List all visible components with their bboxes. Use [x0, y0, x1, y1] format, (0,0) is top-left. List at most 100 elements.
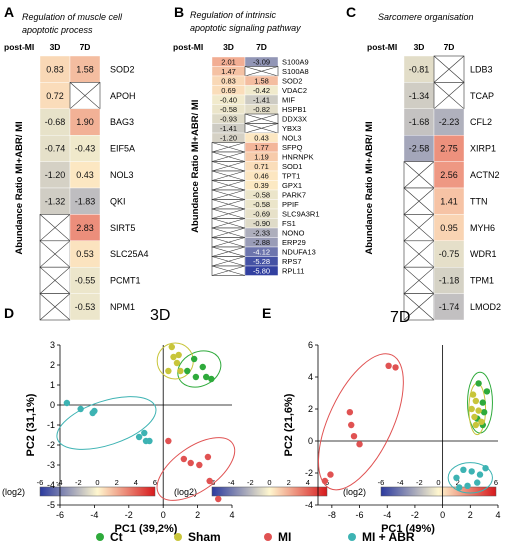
column-header: 3D [50, 42, 61, 52]
empty-cell-cross [69, 82, 101, 110]
heatmap-cell [403, 55, 435, 83]
heatmap-cell [403, 108, 435, 136]
data-point-mi-abr [146, 437, 153, 445]
colorbar-tick: -6 [378, 478, 385, 487]
data-point-sham [170, 353, 177, 361]
y-tick-label: 2 [308, 404, 313, 414]
colorbar-label: (log2) [343, 487, 366, 497]
data-point-mi [196, 461, 203, 469]
cell-value: -2.58 [409, 144, 430, 154]
cell-value: -0.75 [439, 249, 460, 259]
cell-value: -1.18 [439, 276, 460, 286]
gene-label: VDAC2 [282, 86, 307, 95]
cell-value: -1.41 [253, 95, 270, 104]
cell-value: -1.20 [45, 170, 66, 180]
cell-value: 2.01 [221, 57, 236, 66]
heatmap-panel-b: B Regulation of intrinsic apoptotic signal… [173, 4, 329, 497]
empty-cell-cross [211, 170, 246, 181]
y-axis-label: Abundance Ratio MI+ABR/ MI [364, 121, 375, 254]
empty-cell-cross [39, 293, 71, 321]
colorbar-tick: -4 [397, 478, 404, 487]
data-point-mi [180, 455, 188, 463]
data-point-ct [208, 375, 215, 383]
colorbar-tick: 0 [95, 478, 99, 487]
empty-cell-cross [211, 256, 246, 267]
data-point-mi [327, 471, 334, 478]
data-point-sham [173, 359, 181, 367]
legend: Ct Sham MI MI + ABR [96, 530, 415, 544]
cell-value: -0.58 [253, 190, 270, 199]
gene-label: LDB3 [470, 64, 493, 74]
panel-title: Regulation of muscle cell [22, 12, 123, 22]
colorbar-tick: -4 [228, 478, 235, 487]
empty-cell-cross [211, 180, 246, 191]
post-mi-label: post-MI [367, 42, 397, 52]
legend-label: MI [278, 530, 291, 544]
gene-label: EIF5A [110, 144, 135, 154]
cell-value: 0.83 [46, 64, 64, 74]
cell-value: -2.33 [253, 228, 270, 237]
cell-value: -0.81 [409, 64, 430, 74]
cell-value: 1.47 [221, 67, 236, 76]
y-axis-label: Abundance Ratio MI+ABR/ MI [14, 121, 25, 254]
gene-label: MIF [282, 95, 295, 104]
empty-cell-cross [211, 199, 246, 210]
heatmap-cell [39, 82, 71, 110]
empty-cell-cross [211, 142, 246, 153]
data-point-mi-abr [476, 471, 484, 478]
cell-value: -1.20 [220, 133, 237, 142]
data-point-sham [168, 343, 175, 351]
gene-label: QKI [110, 196, 126, 206]
data-point-mi-abr [135, 433, 143, 441]
gene-label: FS1 [282, 219, 296, 228]
panel-letter: C [346, 4, 356, 20]
x-tick-label: -6 [56, 510, 64, 520]
y-axis-label: Abundance Ratio MI+ABR/ MI [190, 100, 201, 233]
y-tick-label: -4 [47, 480, 55, 490]
empty-cell-cross [211, 246, 246, 257]
cell-value: 1.90 [76, 117, 94, 127]
x-tick-label: -2 [125, 510, 133, 520]
heatmap-cell [403, 82, 435, 110]
column-header: 7D [80, 42, 91, 52]
gene-label: NONO [282, 228, 305, 237]
data-point-mi [348, 421, 355, 429]
empty-cell-cross [211, 151, 246, 162]
gene-label: PARK7 [282, 190, 306, 199]
cell-value: -1.74 [439, 302, 460, 312]
cell-value: -0.43 [75, 144, 96, 154]
empty-cell-cross [211, 161, 246, 172]
cell-value: -3.09 [253, 57, 270, 66]
colorbar [211, 486, 328, 497]
cell-value: -5.80 [253, 266, 270, 275]
data-point-mi [165, 437, 172, 445]
empty-cell-cross [433, 82, 465, 110]
x-axis-label: PC1 (49%) [381, 523, 435, 535]
data-point-sham [472, 397, 480, 405]
data-point-mi [187, 459, 194, 467]
data-point-mi-abr [464, 482, 471, 489]
heatmap-cell [39, 108, 71, 136]
data-point-mi-abr [468, 468, 475, 475]
data-point-sham [165, 367, 172, 375]
data-point-ct [190, 355, 198, 363]
data-point-sham [471, 413, 478, 421]
data-point-ct [483, 388, 491, 395]
empty-cell-cross [211, 227, 246, 238]
heatmap-cell [433, 187, 465, 215]
gene-label: S100A8 [282, 67, 309, 76]
data-point-mi [346, 409, 354, 416]
heatmap-cell [433, 161, 465, 189]
gene-label: HNRNPK [282, 152, 314, 161]
data-point-sham [478, 418, 485, 425]
empty-cell-cross [244, 66, 279, 77]
cell-value: -0.53 [75, 302, 96, 312]
data-point-mi [392, 364, 399, 371]
y-tick-label: 1 [50, 380, 55, 390]
data-point-mi [350, 433, 358, 440]
colorbar-tick: 0 [436, 478, 440, 487]
heatmap-cell [433, 240, 465, 268]
gene-label: LMOD2 [470, 302, 501, 312]
panel-title: Regulation of intrinsic [190, 10, 277, 20]
